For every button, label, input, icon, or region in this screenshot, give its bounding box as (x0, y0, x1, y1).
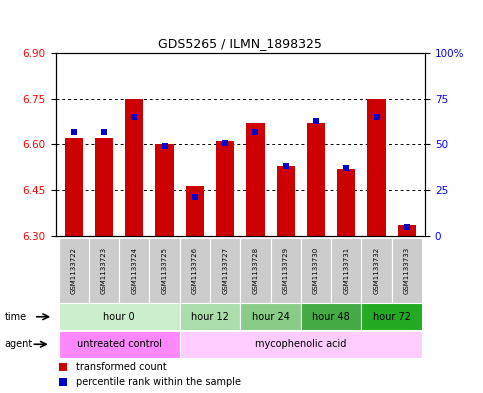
Bar (301, 303, 361, 330)
Bar (156, 145, 174, 236)
Text: GSM1133723: GSM1133723 (101, 247, 107, 294)
Text: GSM1133728: GSM1133728 (253, 247, 258, 294)
Text: percentile rank within the sample: percentile rank within the sample (76, 377, 241, 387)
Bar (241, 238, 270, 303)
Text: GSM1133726: GSM1133726 (192, 247, 198, 294)
Text: GSM1133733: GSM1133733 (404, 246, 410, 294)
Bar (58, 238, 89, 303)
Text: GSM1133729: GSM1133729 (283, 247, 289, 294)
Text: hour 12: hour 12 (191, 312, 229, 322)
Bar (307, 123, 325, 236)
Bar (89, 238, 119, 303)
Text: GSM1133725: GSM1133725 (162, 247, 168, 294)
Bar (149, 238, 180, 303)
Text: GSM1133732: GSM1133732 (373, 247, 380, 294)
Bar (65, 138, 83, 236)
Bar (331, 238, 361, 303)
Bar (337, 169, 355, 236)
Bar (361, 303, 422, 330)
Text: untreated control: untreated control (77, 339, 162, 349)
Text: agent: agent (5, 339, 33, 349)
Text: GSM1133727: GSM1133727 (222, 247, 228, 294)
Text: GSM1133730: GSM1133730 (313, 246, 319, 294)
Text: transformed count: transformed count (76, 362, 167, 372)
Title: GDS5265 / ILMN_1898325: GDS5265 / ILMN_1898325 (158, 37, 322, 50)
Bar (119, 238, 149, 303)
Text: hour 24: hour 24 (252, 312, 289, 322)
Text: time: time (5, 312, 27, 322)
Bar (301, 238, 331, 303)
Text: GSM1133722: GSM1133722 (71, 247, 77, 294)
Bar (216, 141, 234, 236)
Text: GSM1133731: GSM1133731 (343, 246, 349, 294)
Text: mycophenolic acid: mycophenolic acid (255, 339, 347, 349)
Bar (368, 99, 385, 236)
Bar (277, 166, 295, 236)
Text: hour 48: hour 48 (313, 312, 350, 322)
Bar (186, 185, 204, 236)
Bar (125, 99, 143, 236)
Bar (241, 303, 301, 330)
Bar (210, 238, 241, 303)
Text: hour 72: hour 72 (373, 312, 411, 322)
Bar (270, 238, 301, 303)
Bar (58, 303, 180, 330)
Bar (246, 123, 265, 236)
Text: hour 0: hour 0 (103, 312, 135, 322)
Bar (58, 331, 180, 358)
Bar (180, 238, 210, 303)
Bar (180, 303, 241, 330)
Text: GSM1133724: GSM1133724 (131, 247, 137, 294)
Bar (392, 238, 422, 303)
Bar (95, 138, 113, 236)
Bar (361, 238, 392, 303)
Bar (398, 225, 416, 236)
Bar (180, 331, 422, 358)
